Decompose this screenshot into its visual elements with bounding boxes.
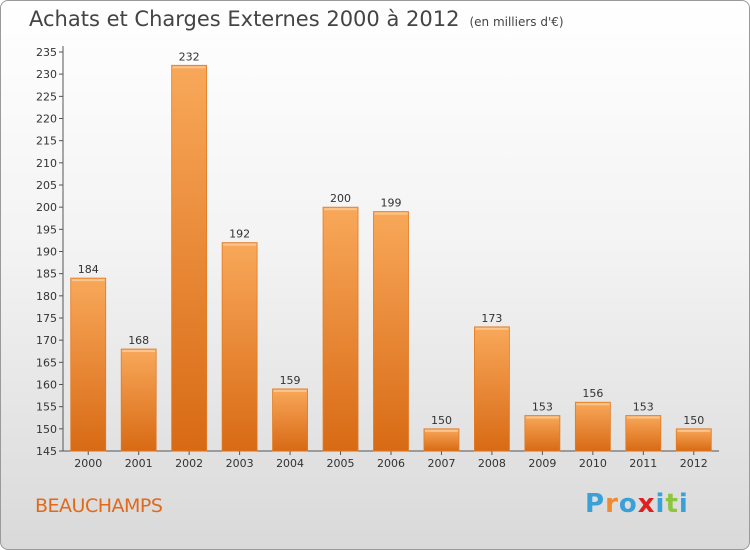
- bar-2004: [272, 388, 308, 452]
- bar-2007: [423, 428, 460, 452]
- logo-letter: o: [618, 489, 638, 519]
- bar-highlight: [424, 429, 458, 432]
- x-tick-label-2003: 2003: [226, 457, 254, 470]
- y-tick-label: 195: [36, 223, 57, 236]
- y-tick-label: 205: [36, 179, 57, 192]
- y-tick-label: 220: [36, 113, 57, 126]
- bar-2001: [120, 348, 157, 452]
- logo-letter: x: [637, 489, 656, 519]
- bar-2011: [625, 415, 662, 452]
- bar-highlight: [172, 66, 206, 69]
- bar-2005: [322, 206, 359, 452]
- x-tick-label-2007: 2007: [427, 457, 455, 470]
- y-tick-label: 145: [36, 445, 57, 458]
- y-tick-label: 230: [36, 68, 57, 81]
- bar-2012: [675, 428, 712, 452]
- y-tick-label: 150: [36, 423, 57, 436]
- value-label-2006: 199: [381, 197, 402, 210]
- value-label-2010: 156: [582, 387, 603, 400]
- bar-2000: [70, 277, 107, 452]
- bar-highlight: [223, 243, 257, 246]
- proxiti-logo[interactable]: Proxiti: [585, 489, 689, 519]
- bar-highlight: [122, 350, 156, 353]
- value-label-2009: 153: [532, 401, 553, 414]
- y-tick-label: 165: [36, 356, 57, 369]
- x-tick-label-2002: 2002: [175, 457, 203, 470]
- value-label-2004: 159: [280, 374, 301, 387]
- y-tick-label: 235: [36, 46, 57, 59]
- logo-letter: P: [585, 489, 606, 519]
- y-tick-label: 185: [36, 268, 57, 281]
- value-label-2003: 192: [229, 228, 250, 241]
- town-name: BEAUCHAMPS: [35, 495, 163, 517]
- bar-2009: [524, 415, 561, 452]
- logo-letter: i: [678, 489, 689, 519]
- bar-2003: [221, 242, 258, 452]
- chart-axes: 145 150 155 160 165 170 175 180 185 190 195 200 205 2…: [36, 46, 719, 470]
- logo-letter: t: [665, 489, 679, 519]
- y-tick-label: 190: [36, 246, 57, 259]
- chart-title: Achats et Charges Externes 2000 à 2012: [29, 7, 460, 31]
- chart-bars: 184 168 232 192 159 200 199 150 173 153 156 153 150: [70, 50, 712, 452]
- y-tick-label: 175: [36, 312, 57, 325]
- chart-subtitle: (en milliers d'€): [469, 15, 564, 29]
- y-tick-label: 210: [36, 157, 57, 170]
- value-label-2002: 232: [179, 50, 200, 63]
- x-tick-label-2000: 2000: [74, 457, 102, 470]
- logo-letter: i: [655, 489, 666, 519]
- bar-highlight: [324, 208, 358, 211]
- value-label-2000: 184: [78, 263, 99, 276]
- bar-highlight: [525, 416, 559, 419]
- bar-highlight: [677, 429, 711, 432]
- x-tick-label-2010: 2010: [579, 457, 607, 470]
- value-label-2007: 150: [431, 414, 452, 427]
- x-tick-label-2011: 2011: [629, 457, 657, 470]
- value-label-2005: 200: [330, 192, 351, 205]
- logo-letter: r: [605, 489, 619, 519]
- bar-2002: [171, 64, 208, 452]
- x-tick-label-2005: 2005: [327, 457, 355, 470]
- bar-2006: [373, 211, 409, 452]
- y-tick-label: 170: [36, 334, 57, 347]
- bar-2010: [574, 401, 611, 452]
- y-tick-label: 155: [36, 401, 57, 414]
- value-label-2011: 153: [633, 401, 654, 414]
- y-tick-label: 225: [36, 90, 57, 103]
- chart-title-block: Achats et Charges Externes 2000 à 2012 (e…: [29, 7, 564, 31]
- y-tick-label: 215: [36, 135, 57, 148]
- bar-highlight: [71, 279, 105, 282]
- x-tick-label-2006: 2006: [377, 457, 405, 470]
- y-tick-label: 180: [36, 290, 57, 303]
- y-tick-label: 200: [36, 201, 57, 214]
- bar-highlight: [374, 212, 408, 215]
- value-label-2008: 173: [481, 312, 502, 325]
- value-label-2012: 150: [683, 414, 704, 427]
- x-tick-label-2009: 2009: [528, 457, 556, 470]
- x-tick-label-2004: 2004: [276, 457, 304, 470]
- bar-2008: [474, 326, 510, 452]
- x-tick-label-2008: 2008: [478, 457, 506, 470]
- bar-highlight: [273, 389, 307, 392]
- x-tick-label-2001: 2001: [125, 457, 153, 470]
- x-tick-label-2012: 2012: [680, 457, 708, 470]
- bar-highlight: [576, 403, 610, 406]
- value-label-2001: 168: [128, 334, 149, 347]
- y-tick-label: 160: [36, 379, 57, 392]
- bar-highlight: [626, 416, 660, 419]
- bar-highlight: [475, 327, 509, 330]
